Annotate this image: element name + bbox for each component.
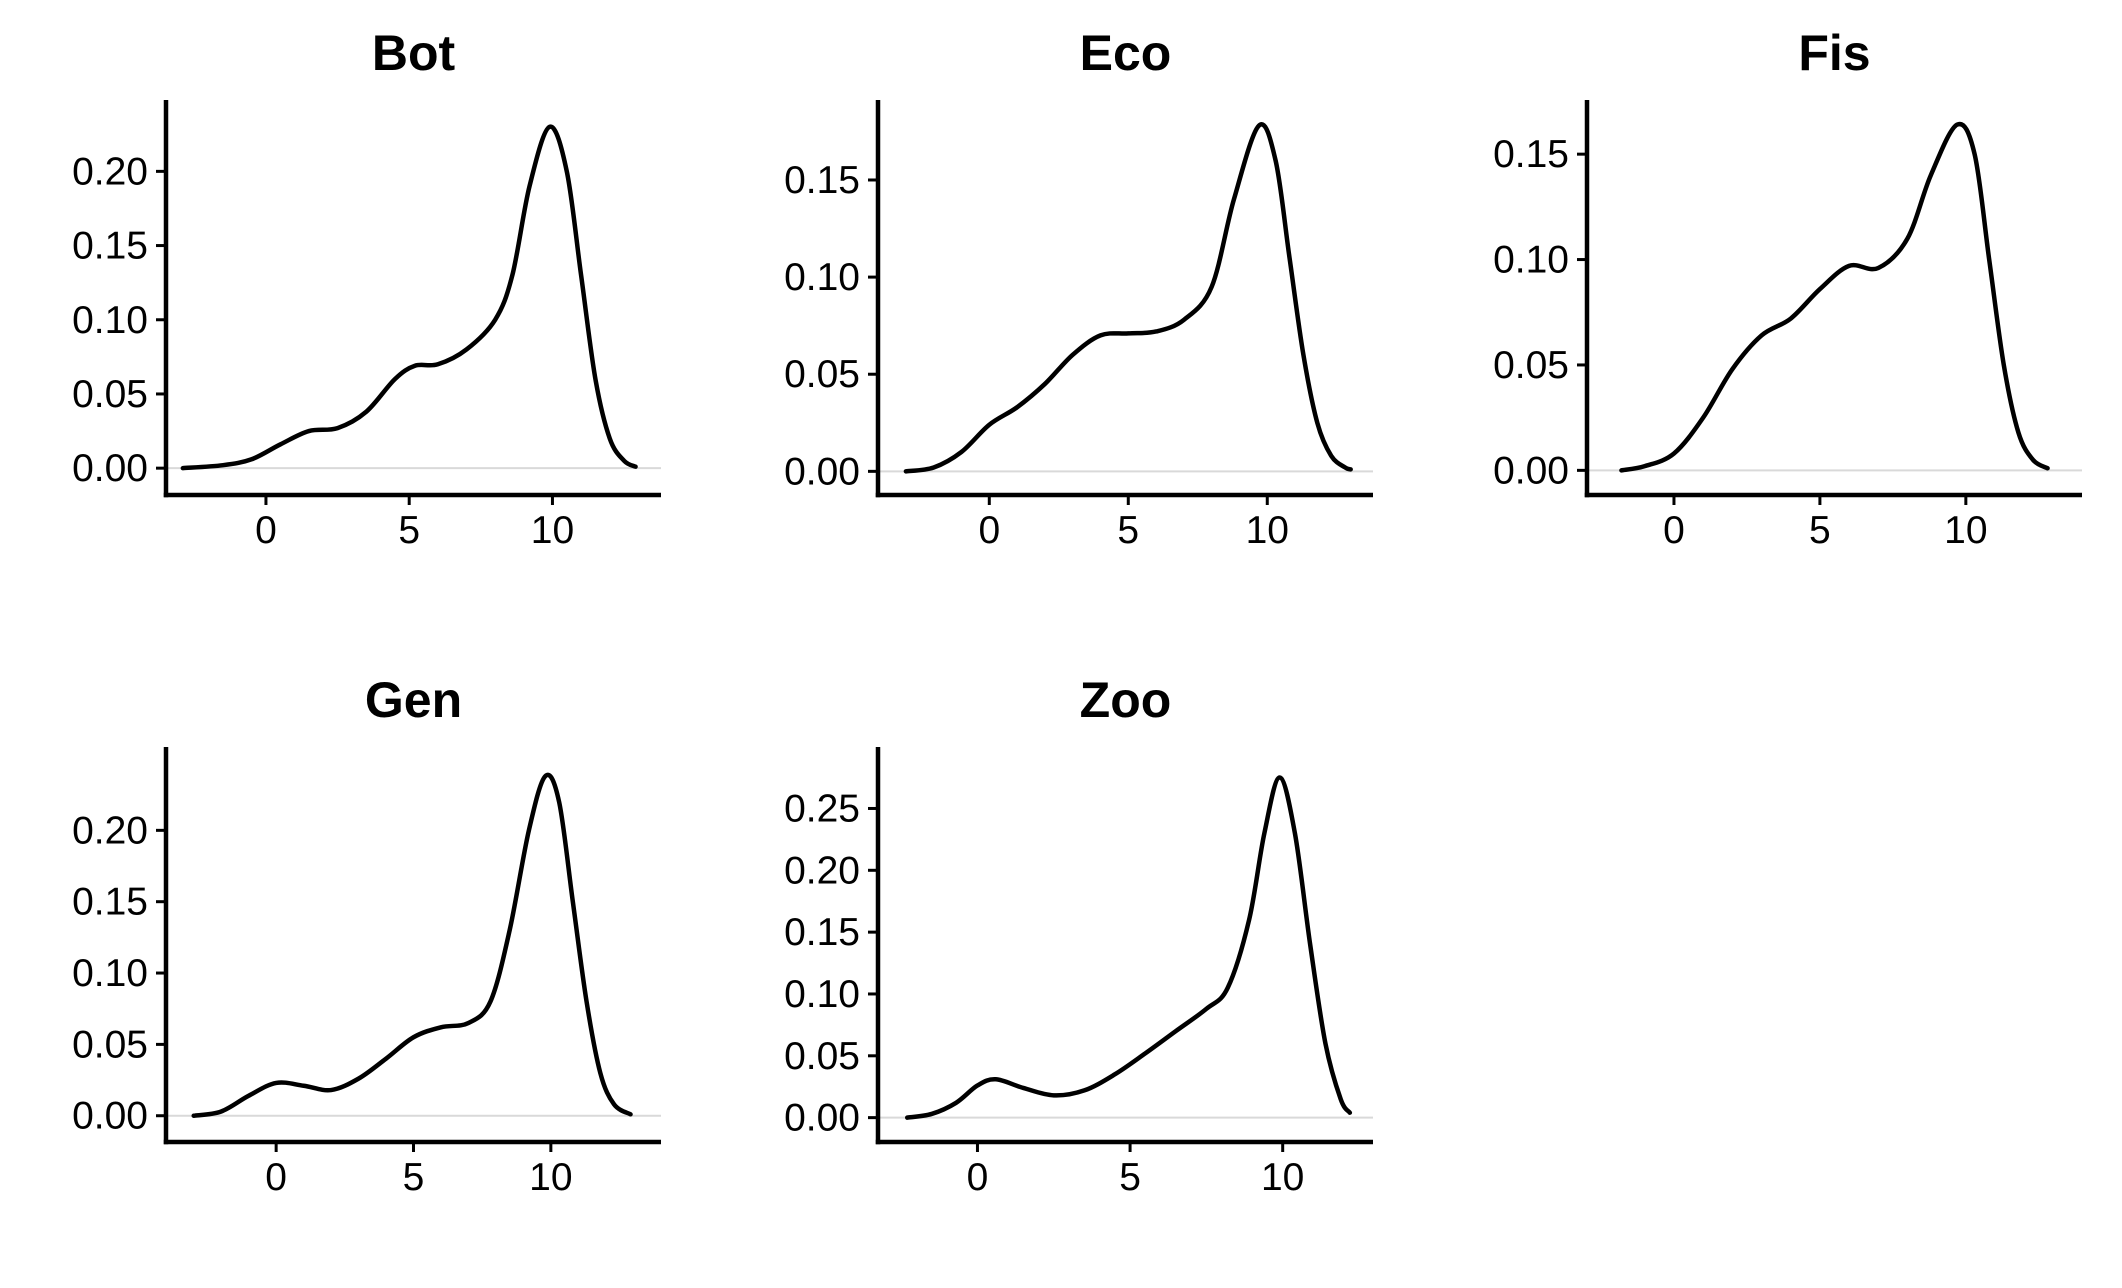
density-curve-gen (191, 772, 633, 1118)
x-tick-label: 10 (531, 509, 574, 552)
y-tick-label: 0.00 (784, 1097, 860, 1140)
y-tick-label: 0.25 (784, 787, 860, 830)
panel-title-gen: Gen (365, 672, 462, 728)
x-tick-label: 10 (1944, 509, 1987, 552)
x-tick-label: 0 (265, 1156, 287, 1199)
panel-title-fis: Fis (1798, 25, 1870, 81)
y-tick-label: 0.15 (72, 225, 148, 268)
y-tick-label: 0.05 (784, 353, 860, 396)
x-tick-label: 0 (978, 509, 1000, 552)
y-tick-label: 0.15 (72, 881, 148, 924)
x-tick-label: 5 (1119, 1156, 1141, 1199)
y-tick-label: 0.05 (72, 373, 148, 416)
y-tick-label: 0.20 (72, 809, 148, 852)
y-tick-label: 0.10 (784, 973, 860, 1016)
x-tick-label: 5 (403, 1156, 425, 1199)
y-tick-label: 0.00 (72, 1095, 148, 1138)
y-tick-label: 0.00 (784, 450, 860, 493)
y-tick-label: 0.10 (1493, 239, 1569, 282)
x-tick-label: 10 (1261, 1156, 1304, 1199)
density-curve-fis (1619, 121, 2050, 473)
y-tick-label: 0.10 (72, 952, 148, 995)
density-curve-eco (903, 122, 1353, 474)
y-tick-label: 0.05 (1493, 344, 1569, 387)
panel-eco: Eco 0.00 0.05 0.10 0.15 0 5 10 (784, 25, 1373, 552)
panel-title-zoo: Zoo (1080, 672, 1172, 728)
panel-title-eco: Eco (1080, 25, 1172, 81)
density-curve-zoo (905, 775, 1353, 1120)
panel-gen: Gen 0.00 0.05 0.10 0.15 0.20 0 5 10 (72, 672, 661, 1199)
y-tick-label: 0.15 (784, 159, 860, 202)
y-tick-label: 0.05 (72, 1023, 148, 1066)
x-tick-label: 0 (967, 1156, 989, 1199)
panel-bot: Bot 0.00 0.05 0.10 0.15 0.20 0 5 10 (72, 25, 661, 552)
y-tick-label: 0.10 (72, 299, 148, 342)
x-tick-label: 0 (255, 509, 277, 552)
density-curve-bot (180, 124, 638, 471)
x-tick-label: 5 (1117, 509, 1139, 552)
y-tick-label: 0.15 (1493, 133, 1569, 176)
panel-zoo: Zoo 0.00 0.05 0.10 0.15 0.20 0.25 0 5 10 (784, 672, 1373, 1199)
y-tick-label: 0.20 (784, 849, 860, 892)
x-tick-label: 0 (1663, 509, 1685, 552)
y-tick-label: 0.00 (1493, 449, 1569, 492)
panel-fis: Fis 0.00 0.05 0.10 0.15 0 5 10 (1493, 25, 2082, 552)
x-tick-label: 5 (398, 509, 420, 552)
y-tick-label: 0.00 (72, 447, 148, 490)
y-tick-label: 0.15 (784, 911, 860, 954)
y-tick-label: 0.20 (72, 150, 148, 193)
x-tick-label: 10 (529, 1156, 572, 1199)
x-tick-label: 10 (1246, 509, 1289, 552)
y-tick-label: 0.05 (784, 1035, 860, 1078)
panel-title-bot: Bot (372, 25, 456, 81)
x-tick-label: 5 (1809, 509, 1831, 552)
y-tick-label: 0.10 (784, 256, 860, 299)
